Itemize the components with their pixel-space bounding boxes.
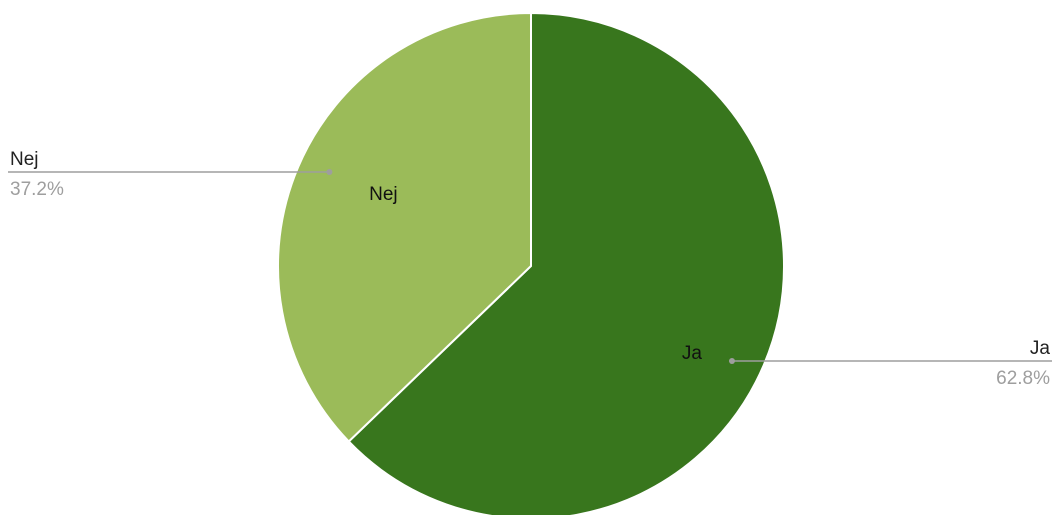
- pie-slices: [277, 11, 785, 515]
- outside-percent-ja: 62.8%: [996, 368, 1050, 389]
- outside-percent-nej: 37.2%: [10, 179, 64, 200]
- inside-label-ja: Ja: [682, 343, 703, 364]
- inside-label-nej: Nej: [369, 184, 398, 205]
- pie-slice-ja: [347, 11, 785, 515]
- outside-label-nej: Nej: [10, 149, 39, 170]
- pie-slice-nej: [277, 11, 532, 443]
- outside-label-ja: Ja: [1030, 338, 1051, 359]
- pie-labels: Ja Ja 62.8% Nej Nej 37.2%: [8, 149, 1052, 389]
